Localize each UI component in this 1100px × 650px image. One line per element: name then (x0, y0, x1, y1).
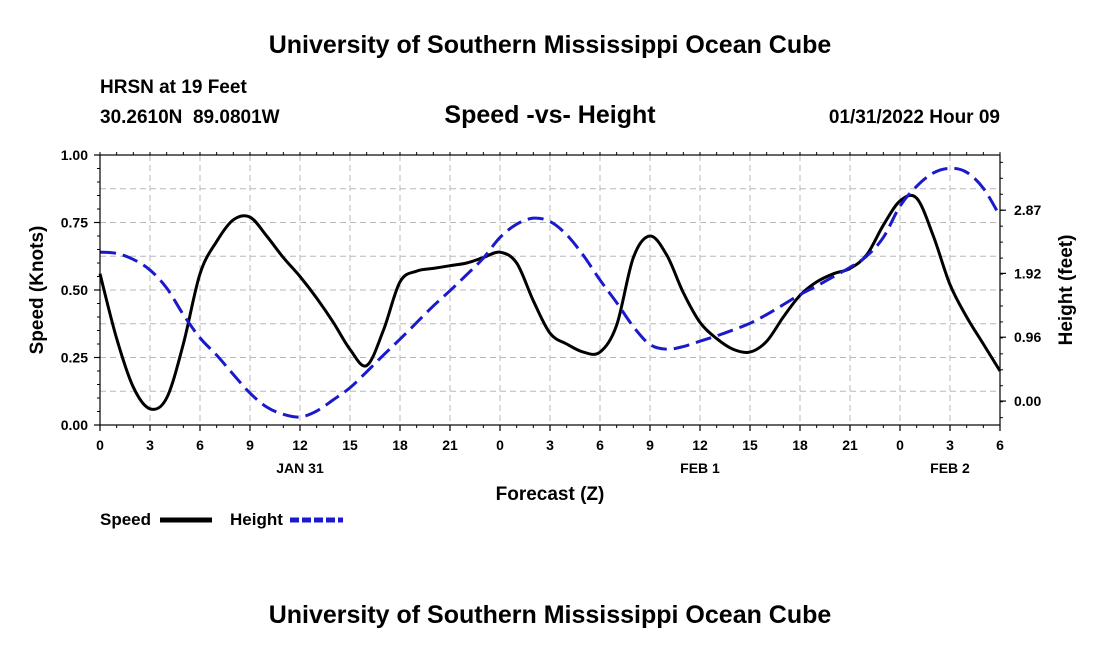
y-tick-label: 0.75 (61, 215, 88, 231)
x-tick-label: 15 (742, 437, 758, 453)
x-tick-label: 0 (896, 437, 904, 453)
y-tick-label: 1.00 (61, 147, 88, 163)
x-tick-label: 21 (842, 437, 858, 453)
station-coordinates: 30.2610N 89.0801W (100, 107, 280, 128)
y2-tick-label: 0.00 (1014, 393, 1041, 409)
x-tick-label: 3 (146, 437, 154, 453)
x-tick-label: 12 (692, 437, 708, 453)
x-date-label: FEB 1 (680, 460, 720, 476)
chart-subtitle: Speed -vs- Height (444, 101, 656, 129)
x-tick-label: 18 (392, 437, 408, 453)
y2-axis-title: Height (feet) (1056, 235, 1077, 346)
footer-title: University of Southern Mississippi Ocean… (268, 601, 832, 629)
gridlines (100, 155, 1000, 425)
speed-height-chart: 0 3 6 9 12 15 18 21 0 3 6 9 12 15 18 21 0 3 6 JAN 31 FEB 1 FE… (27, 147, 1077, 529)
series-lines (98, 166, 1002, 419)
x-tick-label: 18 (792, 437, 808, 453)
y-tick-label: 0.50 (61, 282, 88, 298)
x-tick-label: 6 (196, 437, 204, 453)
y2-tick-label: 0.96 (1014, 329, 1041, 345)
x-tick-label: 3 (946, 437, 954, 453)
y2-tick-label: 1.92 (1014, 265, 1041, 281)
y-tick-label: 0.25 (61, 350, 88, 366)
chart-main-title: University of Southern Mississippi Ocean… (268, 31, 832, 59)
y-axis-title: Speed (Knots) (27, 226, 48, 355)
x-tick-label: 6 (596, 437, 604, 453)
x-date-label: FEB 2 (930, 460, 970, 476)
height-series-line (99, 166, 1002, 419)
x-axis-title: Forecast (Z) (496, 484, 605, 505)
y2-tick-label: 2.87 (1014, 202, 1041, 218)
y-tick-label: 0.00 (61, 417, 88, 433)
x-tick-label: 21 (442, 437, 458, 453)
tick-labels: 0 3 6 9 12 15 18 21 0 3 6 9 12 15 18 21 0 3 6 JAN 31 FEB 1 FE… (61, 147, 1042, 476)
x-tick-label: 9 (646, 437, 654, 453)
x-tick-label: 6 (996, 437, 1004, 453)
station-label: HRSN at 19 Feet (100, 77, 247, 98)
x-tick-label: 9 (246, 437, 254, 453)
x-tick-label: 3 (546, 437, 554, 453)
plot-frame (99, 154, 1001, 426)
x-tick-label: 0 (496, 437, 504, 453)
legend: Speed Height (100, 510, 343, 529)
x-tick-label: 15 (342, 437, 358, 453)
x-date-label: JAN 31 (276, 460, 324, 476)
forecast-date: 01/31/2022 Hour 09 (828, 107, 1000, 128)
legend-speed-label: Speed (100, 510, 151, 529)
legend-height-label: Height (230, 510, 283, 529)
x-tick-label: 0 (96, 437, 104, 453)
x-tick-label: 12 (292, 437, 308, 453)
